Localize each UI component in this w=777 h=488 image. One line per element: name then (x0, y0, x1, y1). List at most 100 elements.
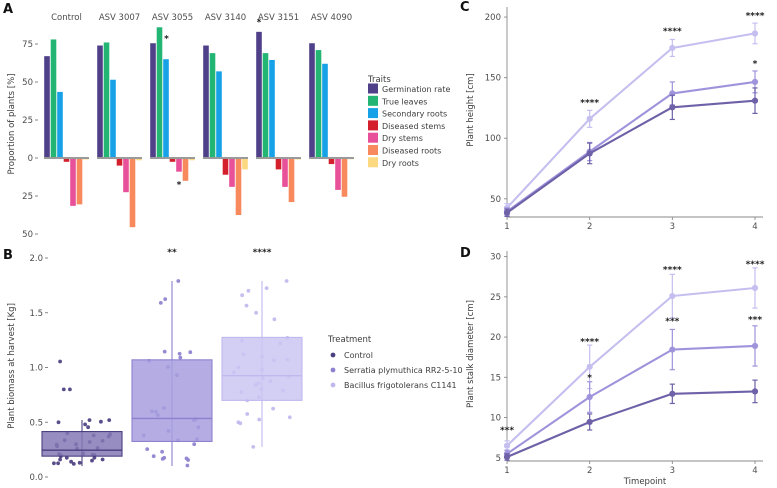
panel-a-svg: 75 50 25 0 25 50 Control ASV 3007 ASV 3055 ASV 3… (7, 13, 450, 240)
panel-b-box (131, 359, 213, 442)
panel-a-significance-marker: * (257, 18, 262, 28)
traits-legend-label[interactable]: Germination rate (382, 85, 450, 94)
significance-marker: **** (663, 27, 682, 37)
panel-b-y-tick: 0.5 (29, 418, 43, 428)
panel-a-bar (76, 158, 83, 205)
panel-a-bar (57, 91, 63, 158)
significance-marker: * (753, 60, 758, 70)
panel-a-y-tick: 75 (22, 40, 33, 50)
y-tick-label: 10 (490, 414, 501, 424)
panel-a-bar (44, 56, 50, 158)
data-point-marker (669, 390, 676, 397)
panel-b-data-point (56, 420, 61, 425)
panel-a-bar (70, 158, 76, 206)
panel-a-bar (110, 79, 116, 158)
panel-a-bar (282, 158, 288, 187)
panel-b-data-point (257, 417, 262, 422)
traits-legend-label[interactable]: Diseased stems (382, 122, 445, 131)
panel-b-y-axis-title: Plant biomass at harvest [Kg] (7, 303, 17, 429)
panel-a-bar (136, 158, 142, 161)
significance-marker: *** (665, 317, 679, 327)
treatment-legend-dot[interactable] (330, 367, 336, 373)
panel-b-data-point (251, 445, 256, 449)
panel-d-y-axis-title: Plant stalk diameter [cm] (466, 300, 476, 408)
x-tick-label: 2 (587, 466, 592, 476)
panel-b-data-point (176, 279, 181, 283)
panel-a-bar (169, 158, 176, 162)
panel-a-bar (315, 50, 322, 158)
panel-a-y-tick: 25 (22, 192, 33, 202)
panel-c: 200 150 100 50 1 2 3 4 **** **** **** * Plant heig… (455, 0, 777, 244)
panel-a: 75 50 25 0 25 50 Control ASV 3007 ASV 3055 ASV 3… (0, 0, 470, 244)
traits-legend-label[interactable]: Dry roots (382, 159, 419, 168)
traits-legend-label[interactable]: Diseased roots (382, 147, 441, 156)
traits-legend-label[interactable]: True leaves (381, 97, 427, 106)
y-tick-label: 200 (485, 13, 501, 23)
panel-series-line (506, 344, 756, 455)
traits-legend-swatch[interactable] (368, 145, 378, 155)
traits-legend-label[interactable]: Dry stems (382, 134, 423, 143)
panel-a-y-tick: 25 (22, 116, 33, 126)
panel-b-data-point (145, 447, 150, 451)
panel-b-data-point (64, 455, 69, 460)
panel-a-facet-label: ASV 3055 (152, 13, 193, 23)
traits-legend-swatch[interactable] (368, 83, 378, 94)
panel-b-data-point (244, 303, 249, 308)
x-tick-label: 3 (670, 222, 675, 232)
panel-series-line (506, 99, 756, 214)
panel-a-bar (50, 39, 57, 158)
x-tick-label: 3 (670, 466, 675, 476)
panel-a-facet-label: ASV 3007 (99, 13, 140, 23)
y-tick-label: 25 (490, 293, 501, 303)
data-point-marker (751, 342, 759, 350)
y-tick-label: 30 (490, 253, 501, 263)
panel-series-line (506, 390, 756, 458)
panel-a-label: A (3, 2, 14, 17)
treatment-legend-label[interactable]: Control (344, 351, 373, 360)
traits-legend-swatch[interactable] (368, 95, 378, 106)
panel-b-data-point (68, 387, 72, 392)
panel-a-y-tick: 0 (28, 154, 33, 164)
significance-marker: **** (746, 260, 765, 270)
y-tick-label: 50 (490, 195, 501, 205)
y-tick-label: 100 (485, 134, 501, 144)
panel-b-data-point (271, 406, 275, 411)
panel-b-data-point (240, 293, 245, 298)
significance-marker: **** (663, 266, 682, 276)
treatment-legend-dot[interactable] (330, 352, 336, 358)
panel-b-data-point (163, 297, 168, 301)
panel-b-data-point (185, 463, 190, 468)
x-tick-label: 2 (587, 222, 592, 232)
panel-a-bar (129, 158, 136, 228)
panel-b-significance-marker: ** (167, 248, 177, 258)
panel-a-y-tick: 50 (22, 78, 33, 88)
panel-b: 2.0 1.5 1.0 0.5 0.0 ** **** Plant biomass at … (0, 244, 470, 488)
data-point-marker (751, 284, 759, 292)
panel-b-data-point (69, 459, 73, 464)
data-point-marker (751, 78, 759, 85)
panel-b-y-tick: 1.5 (29, 309, 43, 319)
data-point-marker (751, 388, 759, 395)
panel-b-svg: 2.01.51.00.50.0 ** **** Plant biomass at … (7, 248, 463, 483)
treatment-legend-label[interactable]: Serratia plymuthica RR2-5-10 (344, 366, 463, 375)
panel-a-significance-marker: * (164, 34, 169, 44)
traits-legend-swatch[interactable] (368, 157, 378, 168)
significance-marker: *** (500, 426, 514, 436)
panel-b-data-point (238, 421, 243, 426)
panel-a-bar (163, 59, 169, 159)
panel-a-bar (156, 27, 163, 159)
panel-b-data-point (254, 310, 258, 315)
panel-b-data-point (272, 317, 277, 322)
treatment-legend-dot[interactable] (330, 382, 336, 388)
treatment-legend-label[interactable]: Bacillus frigotolerans C1141 (344, 381, 457, 390)
panel-b-data-point (178, 355, 183, 360)
traits-legend-label[interactable]: Secondary roots (382, 110, 447, 119)
traits-legend-swatch[interactable] (368, 132, 378, 143)
traits-legend-title: Traits (367, 75, 391, 85)
traits-legend-swatch[interactable] (368, 108, 378, 119)
panel-b-data-point (158, 301, 163, 305)
traits-legend-swatch[interactable] (368, 120, 378, 131)
panel-b-data-point (160, 457, 165, 461)
